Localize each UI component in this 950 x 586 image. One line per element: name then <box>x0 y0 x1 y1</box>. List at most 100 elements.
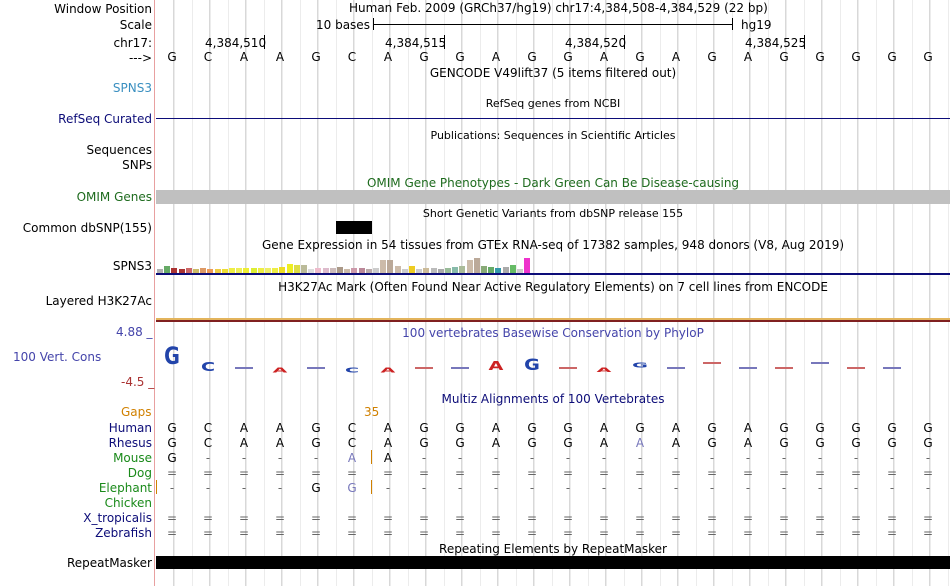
gtex-tissue-bar[interactable] <box>517 269 523 273</box>
alignment-base: G <box>527 421 537 435</box>
common-dbsnp-label[interactable]: Common dbSNP(155) <box>22 221 152 235</box>
gtex-tissue-bar[interactable] <box>193 269 199 273</box>
gtex-tissue-bar[interactable] <box>286 264 293 273</box>
gtex-tissue-bar[interactable] <box>445 268 451 273</box>
species-label-zebrafish[interactable]: Zebrafish <box>95 526 152 540</box>
alignment-base: G <box>455 421 465 435</box>
grid-line <box>642 0 643 586</box>
gtex-tissue-bar[interactable] <box>373 268 379 273</box>
gtex-tissue-bar[interactable] <box>409 266 415 273</box>
gtex-tissue-bar[interactable] <box>157 269 163 273</box>
omim-feature-bar[interactable] <box>156 190 950 204</box>
gtex-tissue-bar[interactable] <box>164 266 171 273</box>
grid-line <box>929 0 930 586</box>
refseq-gene-line[interactable] <box>156 118 950 119</box>
gtex-tissue-bar[interactable] <box>221 269 228 273</box>
gtex-tissue-bar[interactable] <box>488 267 495 273</box>
phylop-label[interactable]: 100 Vert. Cons <box>13 350 102 364</box>
gtex-tissue-bar[interactable] <box>365 269 372 273</box>
gtex-tissue-bar[interactable] <box>308 269 315 273</box>
gtex-tissue-bar[interactable] <box>351 268 358 273</box>
repeatmasker-label[interactable]: RepeatMasker <box>66 556 152 570</box>
dbsnp-variant-block[interactable] <box>336 221 372 234</box>
publications-snps-label[interactable]: SNPs <box>122 158 152 172</box>
gtex-tissue-bar[interactable] <box>502 267 509 273</box>
species-label-dog[interactable]: Dog <box>127 466 152 480</box>
gtex-tissue-bar[interactable] <box>329 268 336 273</box>
gtex-tissue-bar[interactable] <box>459 266 466 273</box>
grid-line <box>444 0 445 586</box>
alignment-base: - <box>637 451 643 465</box>
gtex-tissue-bar[interactable] <box>430 268 437 273</box>
grid-line <box>264 0 265 586</box>
grid-line <box>353 0 354 586</box>
gtex-tissue-bar[interactable] <box>387 260 394 273</box>
gtex-tissue-bar[interactable] <box>495 268 502 273</box>
gap-marker <box>156 480 157 494</box>
refseq-curated-label[interactable]: RefSeq Curated <box>58 112 152 126</box>
omim-genes-label[interactable]: OMIM Genes <box>76 190 152 204</box>
grid-line <box>389 0 390 586</box>
gtex-tissue-bar[interactable] <box>358 268 365 273</box>
spns3-gene-label[interactable]: SPNS3 <box>112 81 152 95</box>
alignment-base: G <box>779 436 789 450</box>
layered-h3k27ac-label[interactable]: Layered H3K27Ac <box>45 294 152 308</box>
alignment-base: G <box>419 436 429 450</box>
species-label-x_tropicalis[interactable]: X_tropicalis <box>83 511 152 525</box>
gtex-spns3-label[interactable]: SPNS3 <box>112 259 152 273</box>
gtex-tissue-bar[interactable] <box>509 265 516 273</box>
gtex-tissue-bar[interactable] <box>171 268 178 273</box>
gtex-tissue-bar[interactable] <box>322 268 329 273</box>
gtex-tissue-bar[interactable] <box>257 268 264 273</box>
phylop-base-glyph: G <box>164 342 180 370</box>
grid-line <box>533 0 534 586</box>
alignment-base: = <box>598 511 610 525</box>
gtex-tissue-bar[interactable] <box>344 269 351 273</box>
gtex-tissue-bar[interactable] <box>178 269 185 273</box>
gtex-tissue-bar[interactable] <box>394 266 401 273</box>
alignment-base: = <box>742 466 754 480</box>
species-label-chicken[interactable]: Chicken <box>104 496 152 510</box>
gtex-tissue-bar[interactable] <box>272 268 279 273</box>
species-label-mouse[interactable]: Mouse <box>113 451 152 465</box>
species-label-rhesus[interactable]: Rhesus <box>108 436 152 450</box>
gtex-tissue-bar[interactable] <box>423 268 430 273</box>
repeatmasker-feature-bar[interactable] <box>156 556 950 569</box>
gtex-tissue-bar[interactable] <box>481 266 487 273</box>
species-label-human[interactable]: Human <box>108 421 152 435</box>
gtex-tissue-bar[interactable] <box>466 260 473 273</box>
phylop-base-glyph: A <box>380 365 396 375</box>
grid-line <box>317 0 318 586</box>
grid-line <box>408 0 409 586</box>
gtex-tissue-bar[interactable] <box>380 260 387 273</box>
species-label-elephant[interactable]: Elephant <box>98 481 152 495</box>
gtex-tissue-bar[interactable] <box>337 267 343 273</box>
gtex-tissue-bar[interactable] <box>401 269 408 273</box>
phylop-base-glyph: A <box>596 366 612 374</box>
multiz-track-title: Multiz Alignments of 100 Vertebrates <box>441 392 665 406</box>
gtex-tissue-bar[interactable] <box>243 268 250 273</box>
gtex-tissue-bar[interactable] <box>185 268 192 273</box>
alignment-base: - <box>817 451 823 465</box>
gtex-tissue-bar[interactable] <box>214 269 221 273</box>
gtex-tissue-bar[interactable] <box>279 267 286 273</box>
spns3-gene-feature[interactable] <box>156 86 950 89</box>
gtex-tissue-bar[interactable] <box>315 268 322 273</box>
gtex-tissue-bar[interactable] <box>416 269 423 273</box>
gtex-tissue-bar[interactable] <box>473 258 480 273</box>
gtex-tissue-bar[interactable] <box>250 268 257 273</box>
gtex-tissue-bar[interactable] <box>200 268 207 273</box>
gtex-tissue-bar[interactable] <box>229 268 235 273</box>
publications-sequences-label[interactable]: Sequences <box>86 143 152 157</box>
gtex-tissue-bar[interactable] <box>265 268 271 273</box>
alignment-base: G <box>311 481 321 495</box>
gtex-tissue-bar[interactable] <box>301 265 307 273</box>
base-letter: A <box>671 50 681 64</box>
gtex-tissue-bar[interactable] <box>236 268 243 273</box>
gtex-tissue-bar[interactable] <box>524 258 531 273</box>
gtex-tissue-bar[interactable] <box>207 269 214 273</box>
gtex-tissue-bar[interactable] <box>437 269 444 273</box>
publications-track-title: Publications: Sequences in Scientific Ar… <box>430 129 676 142</box>
gtex-tissue-bar[interactable] <box>452 267 459 273</box>
gtex-tissue-bar[interactable] <box>293 265 300 273</box>
